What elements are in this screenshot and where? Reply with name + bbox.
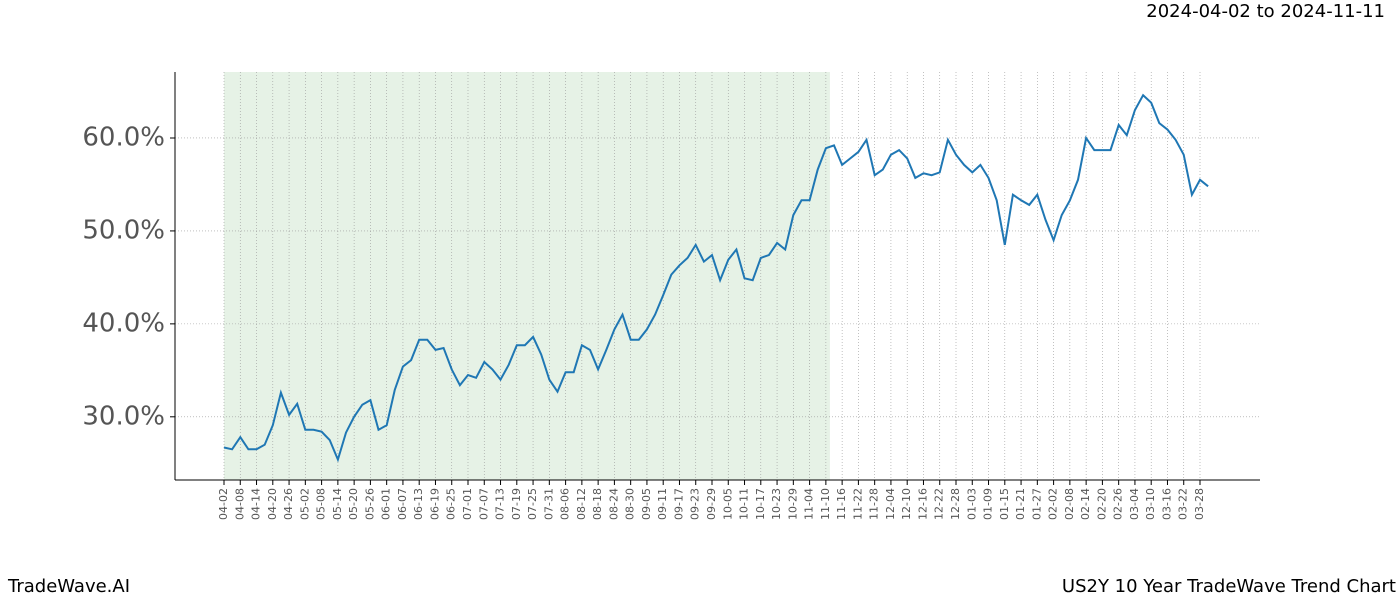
x-tick-label: 12-28 bbox=[949, 488, 962, 520]
x-tick-label: 11-04 bbox=[803, 488, 816, 520]
x-tick-label: 11-22 bbox=[851, 488, 864, 520]
x-tick-label: 12-22 bbox=[933, 488, 946, 520]
y-tick-label: 40.0% bbox=[82, 308, 165, 338]
x-tick-label: 05-26 bbox=[363, 488, 376, 520]
x-tick-label: 12-04 bbox=[884, 488, 897, 520]
x-tick-label: 03-16 bbox=[1160, 488, 1173, 520]
x-tick-label: 01-09 bbox=[982, 488, 995, 520]
x-tick-label: 03-04 bbox=[1128, 488, 1141, 520]
x-tick-label: 01-27 bbox=[1030, 488, 1043, 520]
x-tick-label: 07-13 bbox=[494, 488, 507, 520]
x-tick-label: 09-05 bbox=[640, 488, 653, 520]
x-tick-label: 06-01 bbox=[380, 488, 393, 520]
x-tick-label: 03-22 bbox=[1177, 488, 1190, 520]
y-tick-label: 30.0% bbox=[82, 401, 165, 431]
x-tick-label: 03-28 bbox=[1193, 488, 1206, 520]
x-tick-label: 08-18 bbox=[591, 488, 604, 520]
x-tick-label: 03-10 bbox=[1144, 488, 1157, 520]
x-tick-label: 12-16 bbox=[916, 488, 929, 520]
x-tick-label: 10-23 bbox=[770, 488, 783, 520]
x-tick-label: 08-24 bbox=[607, 488, 620, 520]
x-tick-label: 02-08 bbox=[1063, 488, 1076, 520]
line bbox=[223, 93, 1209, 463]
x-tick-label: 10-11 bbox=[738, 488, 751, 520]
x-tick-label: 08-30 bbox=[624, 488, 637, 520]
x-tick-label: 09-17 bbox=[672, 488, 685, 520]
x-tick-label: 05-14 bbox=[331, 488, 344, 520]
x-tick-label: 01-03 bbox=[965, 488, 978, 520]
x-tick-label: 09-11 bbox=[656, 488, 669, 520]
x-tick-label: 07-25 bbox=[526, 488, 539, 520]
footer-left: TradeWave.AI bbox=[7, 576, 130, 597]
x-tick-label: 02-02 bbox=[1047, 488, 1060, 520]
x-tick-label: 12-10 bbox=[900, 488, 913, 520]
x-tick-label: 05-08 bbox=[315, 488, 328, 520]
x-tick-label: 01-21 bbox=[1014, 488, 1027, 520]
y-tick-label: 50.0% bbox=[82, 215, 165, 245]
x-tick-label: 02-20 bbox=[1095, 488, 1108, 520]
highlight-band bbox=[224, 72, 830, 480]
x-tick-label: 10-17 bbox=[754, 488, 767, 520]
x-tick-label: 11-16 bbox=[835, 488, 848, 520]
x-tick-label: 10-05 bbox=[721, 488, 734, 520]
x-tick-label: 04-14 bbox=[250, 488, 263, 520]
x-tick-label: 08-06 bbox=[559, 488, 572, 520]
x-tick-label: 07-07 bbox=[477, 488, 490, 520]
x-tick-label: 07-31 bbox=[542, 488, 555, 520]
x-tick-label: 01-15 bbox=[998, 488, 1011, 520]
x-tick-label: 07-19 bbox=[510, 488, 523, 520]
x-tick-label: 05-20 bbox=[347, 488, 360, 520]
subtitle: 2024-04-02 to 2024-11-11 bbox=[1146, 1, 1385, 22]
x-tick-label: 07-01 bbox=[461, 488, 474, 520]
x-tick-label: 06-19 bbox=[428, 488, 441, 520]
y-tick-label: 60.0% bbox=[82, 122, 165, 152]
x-tick-label: 04-26 bbox=[282, 488, 295, 520]
x-tick-label: 09-29 bbox=[705, 488, 718, 520]
x-tick-label: 04-20 bbox=[266, 488, 279, 520]
x-tick-label: 06-13 bbox=[412, 488, 425, 520]
x-tick-label: 06-07 bbox=[396, 488, 409, 520]
x-tick-label: 02-14 bbox=[1079, 488, 1092, 520]
x-tick-label: 11-28 bbox=[868, 488, 881, 520]
x-tick-label: 05-02 bbox=[298, 488, 311, 520]
x-tick-label: 04-08 bbox=[233, 488, 246, 520]
footer-right: US2Y 10 Year TradeWave Trend Chart bbox=[1062, 576, 1396, 597]
x-tick-label: 10-29 bbox=[786, 488, 799, 520]
x-tick-label: 02-26 bbox=[1112, 488, 1125, 520]
x-tick-label: 09-23 bbox=[689, 488, 702, 520]
x-tick-label: 08-12 bbox=[575, 488, 588, 520]
x-tick-label: 06-25 bbox=[445, 488, 458, 520]
x-tick-label: 11-10 bbox=[819, 488, 832, 520]
x-tick-label: 04-02 bbox=[217, 488, 230, 520]
